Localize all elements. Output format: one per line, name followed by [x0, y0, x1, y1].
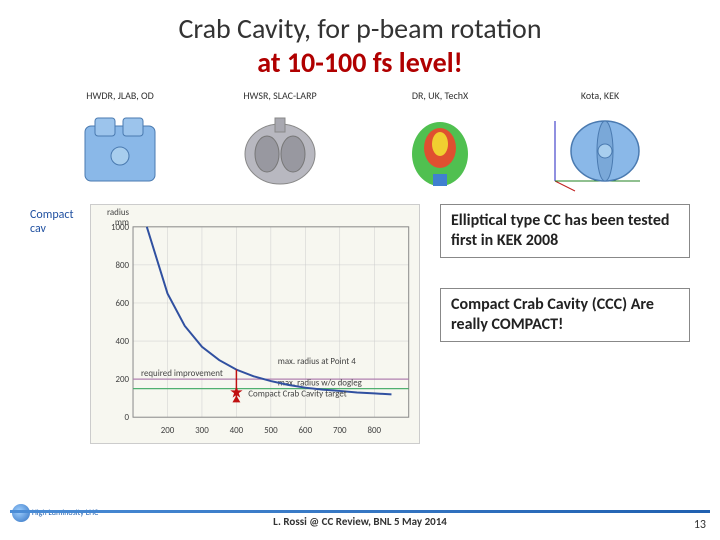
annotation-compact: Compact Crab Cavity (CCC) Are really COM…	[440, 288, 690, 342]
annotation-elliptical: Elliptical type CC has been tested first…	[440, 204, 690, 258]
cavity-designs-row: HWDR, JLAB, OD HWSR, SLAC-LARP	[30, 89, 690, 196]
svg-text:★: ★	[229, 384, 243, 403]
page-number: 13	[694, 518, 706, 532]
svg-text:Compact Crab Cavity target: Compact Crab Cavity target	[248, 390, 346, 400]
svg-text:600: 600	[299, 426, 313, 436]
cavity-label: Kota, KEK	[520, 89, 680, 102]
title-line1: Crab Cavity, for p-beam rotation	[178, 11, 541, 46]
cavity-item: HWSR, SLAC-LARP	[200, 89, 360, 196]
svg-text:max. radius w/o dogleg: max. radius w/o dogleg	[278, 379, 363, 389]
svg-text:700: 700	[333, 426, 347, 436]
svg-text:radius: radius	[107, 208, 130, 218]
svg-text:required improvement: required improvement	[141, 369, 223, 379]
svg-text:600: 600	[116, 299, 130, 309]
svg-text:800: 800	[116, 261, 130, 271]
svg-text:max. radius at Point 4: max. radius at Point 4	[278, 357, 356, 367]
cavity-label: HWDR, JLAB, OD	[40, 89, 200, 102]
cavity-kota-image	[545, 106, 655, 196]
svg-text:200: 200	[161, 426, 175, 436]
slide-title: Crab Cavity, for p-beam rotation at 10-1…	[30, 12, 690, 79]
cavity-label: HWSR, SLAC-LARP	[200, 89, 360, 102]
svg-text:400: 400	[116, 337, 130, 347]
cavity-hwsr-image	[225, 106, 335, 196]
cavity-label: DR, UK, TechX	[360, 89, 520, 102]
svg-text:300: 300	[195, 426, 209, 436]
svg-text:mm: mm	[115, 218, 129, 228]
slide-footer: L. Rossi @ CC Review, BNL 5 May 2014 13	[0, 510, 720, 534]
radius-vs-freq-chart: 20030040050060070080002004006008001000ra…	[90, 204, 420, 444]
footer-attribution: L. Rossi @ CC Review, BNL 5 May 2014	[0, 515, 720, 528]
cavity-dr-image	[385, 106, 495, 196]
cavity-hwdr-image	[65, 106, 175, 196]
title-line2: at 10-100 fs level!	[257, 45, 462, 80]
svg-text:800: 800	[367, 426, 381, 436]
footer-divider	[10, 510, 710, 513]
cavity-item: DR, UK, TechX	[360, 89, 520, 196]
svg-text:500: 500	[264, 426, 278, 436]
svg-text:200: 200	[116, 375, 130, 385]
chart-left-caption: Compact cav	[30, 204, 90, 236]
cavity-item: Kota, KEK	[520, 89, 680, 196]
svg-text:400: 400	[230, 426, 244, 436]
cavity-item: HWDR, JLAB, OD	[40, 89, 200, 196]
svg-text:0: 0	[125, 413, 130, 423]
